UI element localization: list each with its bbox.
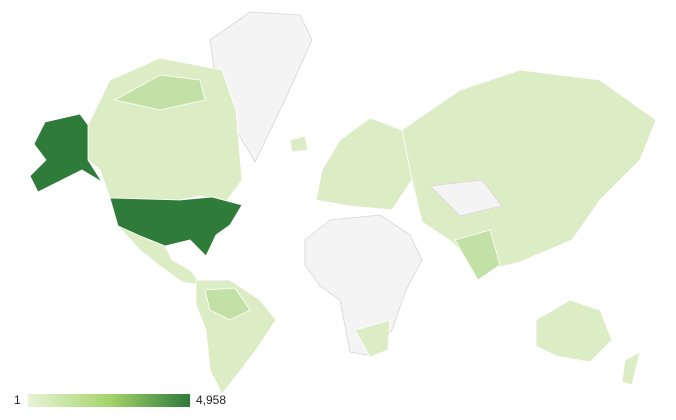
map-regions <box>29 11 657 395</box>
region <box>289 135 309 153</box>
region <box>354 319 391 358</box>
region <box>401 69 657 273</box>
legend-min-label: 1 <box>14 393 21 407</box>
region <box>535 299 613 363</box>
legend-max-label: 4,958 <box>196 393 226 407</box>
legend-gradient <box>28 394 190 407</box>
region <box>204 287 251 321</box>
region <box>454 229 501 281</box>
region <box>304 214 423 357</box>
region <box>429 179 503 217</box>
region <box>315 117 413 211</box>
region <box>29 113 103 193</box>
region <box>621 351 641 386</box>
region <box>113 74 206 111</box>
region <box>117 225 203 286</box>
region <box>109 196 243 257</box>
